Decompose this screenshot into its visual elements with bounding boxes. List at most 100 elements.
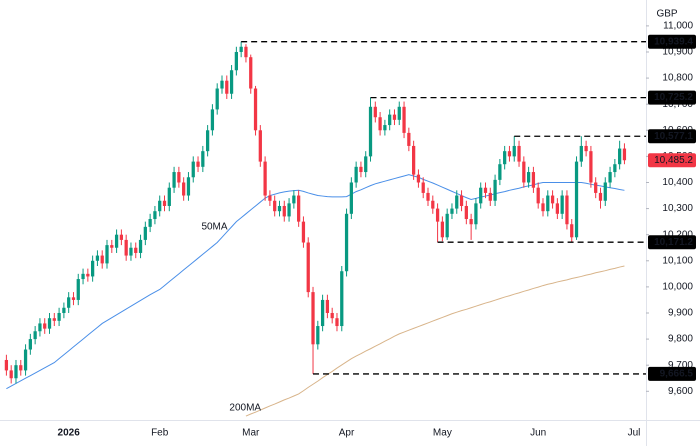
y-tick-label: 10,300	[662, 203, 693, 214]
candle-body	[574, 161, 579, 238]
y-tick-label: 10,100	[662, 255, 693, 266]
candle-body	[570, 224, 574, 238]
candle-body	[273, 200, 277, 212]
candle-body	[287, 203, 291, 217]
candle-body	[498, 164, 502, 180]
candle-body	[613, 164, 617, 173]
candle-body	[167, 187, 171, 206]
candle-body	[172, 172, 176, 188]
candle-body	[95, 255, 100, 261]
candle-body	[229, 70, 234, 94]
candle-body	[43, 323, 47, 329]
candle-body	[431, 200, 435, 209]
candle-body	[330, 312, 334, 319]
candle-body	[407, 132, 411, 146]
candle-body	[62, 307, 66, 313]
candle-body	[311, 292, 315, 345]
candle-body	[450, 208, 454, 214]
candle-body	[503, 151, 507, 165]
candle-body	[344, 213, 349, 272]
candle-body	[71, 297, 76, 300]
candle-body	[555, 203, 559, 214]
y-tick-label: 10,800	[662, 73, 693, 84]
candle-body	[589, 151, 593, 183]
candle-body	[239, 46, 243, 52]
candle-body	[201, 151, 205, 167]
candle-body	[253, 88, 258, 131]
candle-body	[301, 221, 306, 243]
last-price-box	[648, 153, 696, 168]
candle-body	[474, 203, 478, 225]
candle-body	[536, 187, 540, 204]
candle-body	[234, 51, 238, 71]
candle-body	[440, 221, 445, 238]
y-tick-label: 10,200	[662, 229, 693, 240]
candle-body	[9, 370, 13, 379]
candle-body	[114, 234, 119, 248]
candle-body	[196, 161, 200, 167]
y-tick-label: 9,800	[668, 334, 693, 345]
level-label: 9,666.5	[660, 369, 694, 380]
y-tick-label: 10,400	[662, 177, 693, 188]
candle-body	[182, 182, 186, 196]
candle-body	[541, 203, 545, 212]
y-tick-label: 10,900	[662, 47, 693, 58]
candle-body	[57, 312, 61, 321]
candle-body	[52, 318, 56, 321]
candle-body	[91, 260, 95, 277]
candle-body	[392, 114, 397, 120]
candle-body	[297, 195, 301, 222]
candle-body	[306, 242, 310, 293]
candle-body	[19, 365, 23, 371]
candle-body	[210, 109, 215, 131]
candle-body	[76, 279, 80, 300]
candle-body	[493, 179, 497, 201]
candle-body	[268, 195, 272, 201]
last-price-label: 10,485.2	[654, 155, 693, 166]
candle-body	[507, 151, 512, 157]
candle-body	[162, 200, 167, 206]
level-label-box	[648, 34, 696, 49]
moving-average-label: 200MA	[229, 403, 261, 414]
candle-body	[479, 187, 483, 204]
candle-body	[622, 148, 627, 161]
candle-body	[512, 145, 516, 157]
candle-body	[215, 88, 219, 110]
currency: GBP	[656, 9, 677, 20]
candle-body	[618, 148, 622, 165]
level-label-box	[648, 235, 696, 250]
candle-body	[445, 213, 449, 238]
candle-body	[316, 326, 320, 345]
candle-body	[47, 318, 52, 329]
y-tick-label: 10,000	[662, 282, 693, 293]
candle-body	[603, 182, 607, 201]
candle-body	[143, 226, 147, 240]
candle-body	[205, 130, 210, 152]
candle-body	[469, 219, 473, 225]
candle-body	[594, 182, 598, 193]
level-label: 10,939.4	[654, 36, 693, 47]
candle-body	[388, 114, 392, 126]
candle-body	[249, 57, 253, 89]
candle-body	[522, 161, 526, 183]
candle-body	[320, 299, 325, 327]
candle-body	[488, 192, 492, 201]
candle-body	[560, 195, 564, 214]
candle-body	[277, 205, 282, 212]
candle-body	[105, 245, 109, 264]
candle-body	[129, 247, 133, 256]
candle-body	[531, 172, 536, 188]
candle-body	[244, 46, 248, 58]
candle-body	[124, 239, 128, 256]
candle-body	[263, 161, 267, 196]
candle-body	[368, 106, 373, 157]
level-label: 10,171.2	[654, 237, 693, 248]
y-tick-label: 9,600	[668, 386, 693, 397]
candle-body	[148, 219, 152, 227]
candle-body	[550, 195, 555, 204]
candle-body	[455, 195, 459, 209]
candle-body	[383, 125, 387, 131]
candle-body	[416, 174, 421, 183]
candle-body	[421, 182, 425, 193]
